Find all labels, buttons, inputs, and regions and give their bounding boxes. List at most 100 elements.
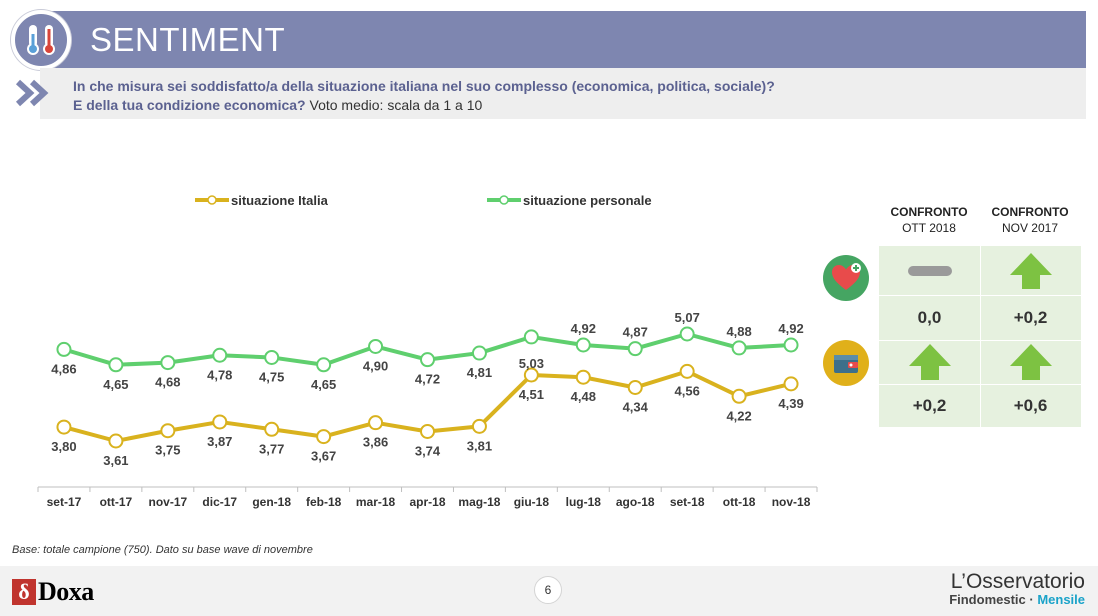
data-point xyxy=(212,347,228,363)
doxa-logo-mark: δ xyxy=(12,579,36,605)
data-point xyxy=(627,380,643,395)
data-point xyxy=(679,326,695,342)
thermometer-icon xyxy=(27,25,55,55)
osservatorio-title: L’Osservatorio xyxy=(950,570,1085,593)
data-label: 4,88 xyxy=(726,324,751,339)
osservatorio-subtitle: Findomestic · xyxy=(949,592,1038,607)
data-label: 4,87 xyxy=(623,325,648,340)
data-label: 4,92 xyxy=(571,321,596,336)
x-tick-label: set-18 xyxy=(670,495,705,509)
comparison-r2-c1-value: +0,2 xyxy=(879,384,980,427)
data-point xyxy=(523,367,539,383)
data-label: 4,86 xyxy=(51,361,76,376)
dash-icon xyxy=(907,265,952,276)
x-tick-label: ott-17 xyxy=(100,495,133,509)
comparison-divider xyxy=(879,384,1081,385)
chevron-right-icon xyxy=(15,79,49,107)
data-point xyxy=(731,340,747,356)
data-point xyxy=(264,349,280,365)
comparison-r1-c2-symbol xyxy=(980,246,1081,295)
data-label: 3,67 xyxy=(311,449,336,464)
x-tick-label: apr-18 xyxy=(409,495,445,509)
data-point xyxy=(783,376,799,392)
comparison-header-2-line-1: CONFRONTO xyxy=(991,205,1069,219)
data-label: 4,78 xyxy=(207,367,232,382)
comparison-r1-c1-value: 0,0 xyxy=(879,295,980,340)
data-point xyxy=(471,418,487,434)
comparison-header-oct2018: CONFRONTO OTT 2018 xyxy=(879,204,979,236)
data-label: 4,65 xyxy=(103,377,128,392)
data-label: 3,74 xyxy=(415,443,441,458)
comparison-r1-c2-value: +0,2 xyxy=(980,295,1081,340)
data-point xyxy=(679,363,695,379)
comparison-divider xyxy=(879,295,1081,296)
x-tick-label: feb-18 xyxy=(306,495,342,509)
x-tick-label: lug-18 xyxy=(566,495,602,509)
subtitle-bar xyxy=(40,68,1086,119)
data-point xyxy=(160,355,176,371)
x-tick-label: nov-18 xyxy=(772,495,811,509)
x-tick-label: giu-18 xyxy=(514,495,550,509)
data-label: 5,03 xyxy=(519,356,544,371)
data-label: 4,56 xyxy=(675,383,700,398)
legend-marker xyxy=(499,195,509,205)
data-label: 3,86 xyxy=(363,435,388,450)
arrow-up-icon xyxy=(908,344,951,380)
data-label: 3,87 xyxy=(207,434,232,449)
comparison-value: +0,2 xyxy=(912,395,947,415)
data-label: 4,65 xyxy=(311,377,336,392)
comparison-r1-c1-symbol xyxy=(879,246,980,295)
data-point xyxy=(56,419,72,435)
data-label: 3,77 xyxy=(259,441,284,456)
page-title: SENTIMENT xyxy=(90,21,286,58)
data-point xyxy=(471,345,487,361)
header-logo xyxy=(11,10,71,70)
question-line-2: E della tua condizione economica? xyxy=(73,97,306,113)
data-label: 3,80 xyxy=(51,439,76,454)
data-point xyxy=(627,341,643,357)
data-point xyxy=(368,415,384,431)
data-label: 4,34 xyxy=(623,400,649,415)
legend-label: situazione Italia xyxy=(231,193,329,208)
x-tick-label: set-17 xyxy=(47,495,82,509)
data-label: 3,75 xyxy=(155,443,180,458)
x-tick-label: ago-18 xyxy=(616,495,655,509)
comparison-divider xyxy=(980,246,981,427)
data-point xyxy=(523,329,539,345)
comparison-header-2-line-2: NOV 2017 xyxy=(1001,221,1059,235)
question-text: In che misura sei soddisfatto/a della si… xyxy=(73,77,775,115)
data-label: 4,22 xyxy=(726,408,751,423)
x-tick-label: mar-18 xyxy=(356,495,396,509)
data-label: 4,51 xyxy=(519,387,544,402)
data-label: 4,81 xyxy=(467,365,492,380)
x-tick-label: dic-17 xyxy=(202,495,237,509)
osservatorio-mensile: Mensile xyxy=(1037,592,1085,607)
comparison-divider xyxy=(879,340,1081,341)
legend-marker xyxy=(207,195,217,205)
comparison-header-nov2017: CONFRONTO NOV 2017 xyxy=(980,204,1080,236)
data-label: 3,61 xyxy=(103,453,128,468)
legend-label: situazione personale xyxy=(523,193,652,208)
data-point xyxy=(575,337,591,353)
data-point xyxy=(264,421,280,437)
data-point xyxy=(108,357,124,373)
footnote: Base: totale campione (750). Dato su bas… xyxy=(12,544,313,556)
comparison-header-1-line-2: OTT 2018 xyxy=(902,221,956,235)
data-label: 4,92 xyxy=(778,321,803,336)
data-point xyxy=(56,341,72,357)
arrow-up-icon xyxy=(1009,344,1052,380)
data-label: 3,81 xyxy=(467,438,492,453)
question-line-1: In che misura sei soddisfatto/a della si… xyxy=(73,78,775,94)
data-point xyxy=(108,433,124,449)
doxa-logo: δ Doxa xyxy=(12,577,94,607)
wallet-icon xyxy=(834,355,858,373)
data-label: 4,68 xyxy=(155,375,180,390)
data-label: 4,75 xyxy=(259,369,284,384)
data-label: 4,72 xyxy=(415,372,440,387)
x-tick-label: mag-18 xyxy=(458,495,500,509)
data-label: 4,48 xyxy=(571,389,596,404)
italy-situation-badge xyxy=(823,340,869,386)
data-point xyxy=(420,423,435,439)
data-point xyxy=(575,369,591,385)
